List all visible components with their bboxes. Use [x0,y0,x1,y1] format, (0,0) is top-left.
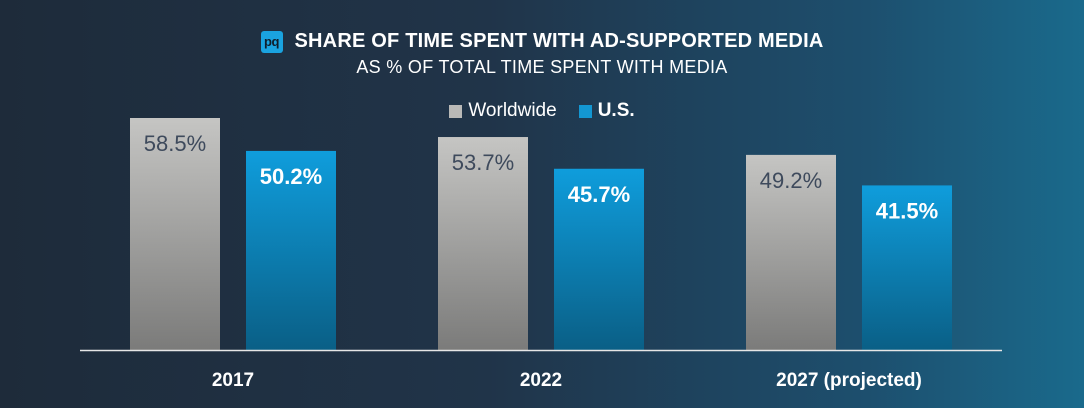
legend-swatch-worldwide [449,104,463,118]
chart-subtitle: AS % OF TOTAL TIME SPENT WITH MEDIA [356,57,728,77]
data-label-worldwide-2027-projected: 49.2% [760,168,822,193]
data-label-u-s-2022: 45.7% [568,182,630,207]
data-label-u-s-2027-projected: 41.5% [876,198,938,223]
data-label-worldwide-2017: 58.5% [144,131,206,156]
x-tick-label-2017: 2017 [212,370,254,391]
data-label-u-s-2017: 50.2% [260,164,322,189]
bar-worldwide-2017 [130,118,220,350]
chart-title: SHARE OF TIME SPENT WITH AD-SUPPORTED ME… [294,30,824,52]
x-tick-label-2022: 2022 [520,370,562,391]
x-tick-label-2027-projected: 2027 (projected) [776,370,922,391]
legend-item-worldwide: Worldwide [449,100,557,122]
chart-header: pq SHARE OF TIME SPENT WITH AD-SUPPORTED… [0,30,1084,78]
bar-worldwide-2027-projected [746,154,836,350]
legend-label-us: U.S. [597,100,635,121]
legend-label-worldwide: Worldwide [468,100,557,121]
bar-worldwide-2022 [438,137,528,350]
legend-swatch-us [578,104,592,118]
title-row: pq SHARE OF TIME SPENT WITH AD-SUPPORTED… [0,30,1084,53]
brand-logo-icon: pq [260,30,283,53]
bar-u-s-2027-projected [862,185,952,350]
bar-u-s-2017 [246,150,336,350]
data-label-worldwide-2022: 53.7% [452,150,514,175]
chart-legend: Worldwide U.S. [0,100,1084,122]
bar-u-s-2022 [554,168,644,350]
legend-item-us: U.S. [578,100,635,122]
